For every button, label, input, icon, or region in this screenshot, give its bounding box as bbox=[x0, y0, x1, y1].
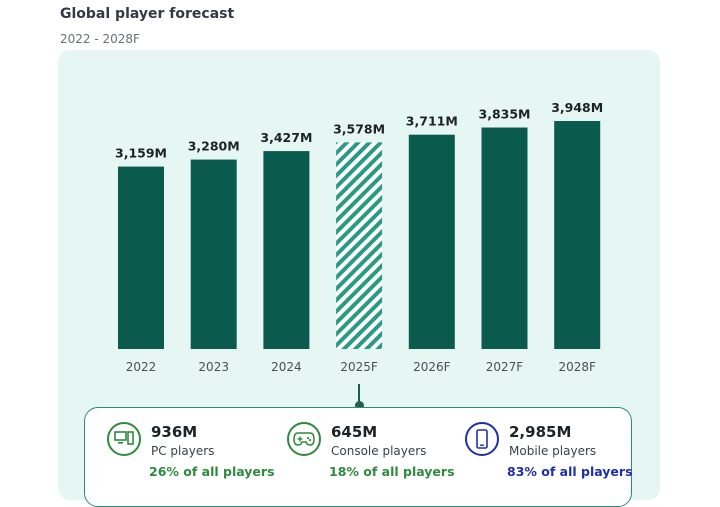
chart-subtitle: 2022 - 2028F bbox=[60, 32, 140, 46]
pc-players-share: 26% of all players bbox=[149, 464, 275, 479]
console-players-share: 18% of all players bbox=[329, 464, 455, 479]
x-tick-label: 2025F bbox=[340, 360, 378, 374]
bar-value-label: 3,948M bbox=[551, 100, 603, 115]
connector-dot bbox=[354, 401, 364, 410]
bar-chart: 3,159M 2022 3,280M 2023 3,427M 2024 3,578M 2025… bbox=[115, 100, 603, 374]
bar-value-label: 3,711M bbox=[406, 114, 458, 129]
bar-value-label: 3,427M bbox=[260, 130, 312, 145]
mobile-icon bbox=[465, 422, 499, 456]
player-breakdown-box: 936M PC players 26% of all players 645M … bbox=[84, 407, 633, 507]
gamepad-icon bbox=[287, 422, 321, 456]
bar-2025f bbox=[336, 142, 383, 349]
x-tick-label: 2023 bbox=[198, 360, 229, 374]
x-tick-label: 2026F bbox=[413, 360, 451, 374]
pc-players-value: 936M bbox=[151, 423, 198, 441]
mobile-players-label: Mobile players bbox=[509, 444, 597, 458]
bar-value-label: 3,159M bbox=[115, 146, 167, 161]
x-tick-label: 2022 bbox=[126, 360, 157, 374]
mobile-players-value: 2,985M bbox=[509, 423, 572, 441]
bar-2028f bbox=[554, 121, 601, 349]
mobile-players-share: 83% of all players bbox=[507, 464, 633, 479]
console-players-label: Console players bbox=[331, 444, 427, 458]
bar-2022 bbox=[118, 166, 164, 349]
console-players-value: 645M bbox=[331, 423, 378, 441]
connector-line bbox=[358, 384, 360, 407]
chart-title: Global player forecast bbox=[60, 6, 235, 22]
bar-2023 bbox=[190, 159, 237, 349]
bar-2027f bbox=[481, 127, 528, 349]
pc-players-label: PC players bbox=[151, 444, 215, 458]
bar-value-label: 3,835M bbox=[479, 107, 531, 122]
bar-value-label: 3,578M bbox=[333, 121, 385, 136]
pc-icon bbox=[107, 422, 141, 456]
x-tick-label: 2024 bbox=[271, 360, 302, 374]
bar-2024 bbox=[263, 151, 310, 349]
bar-value-label: 3,280M bbox=[188, 139, 240, 154]
x-tick-label: 2028F bbox=[558, 360, 596, 374]
x-tick-label: 2027F bbox=[486, 360, 524, 374]
bar-2026f bbox=[408, 134, 455, 349]
